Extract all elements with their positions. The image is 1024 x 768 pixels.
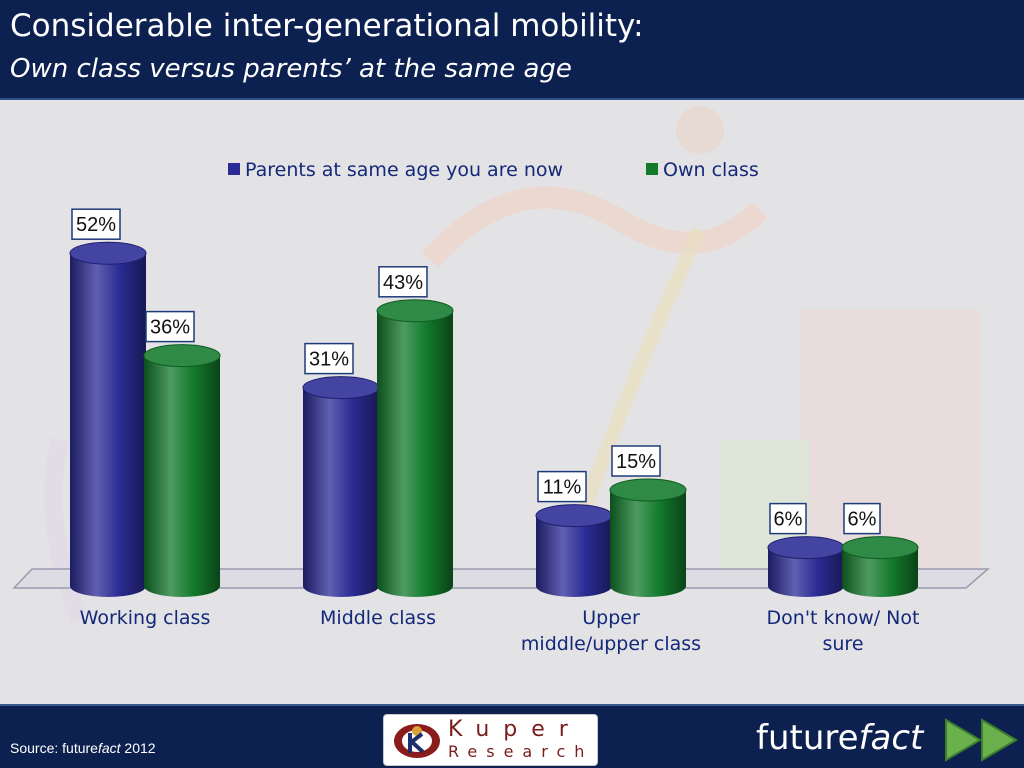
legend-item-1: Own class: [646, 159, 759, 181]
data-label: 15%: [611, 445, 661, 477]
bar-own-3: [841, 536, 919, 597]
data-label-text: 6%: [848, 509, 877, 531]
bar-top: [841, 536, 919, 560]
data-label-text: 15%: [616, 451, 656, 473]
bar-top: [69, 241, 147, 265]
kuper-word: Kuper: [448, 717, 582, 742]
data-label-text: 31%: [309, 349, 349, 371]
data-label-box: [843, 502, 881, 535]
data-label: 6%: [769, 502, 807, 535]
data-label-text: 43%: [383, 272, 423, 294]
bar-own-1: [376, 299, 454, 597]
data-label-text: 11%: [543, 477, 582, 499]
data-label-text: 36%: [150, 317, 190, 339]
bar-top: [609, 478, 687, 502]
bar-chart: Parents at same age you are now Own class…: [12, 106, 991, 655]
data-label-box: [537, 470, 587, 503]
bar-top: [535, 504, 613, 528]
title-bar: Considerable inter-generational mobility…: [0, 0, 1024, 100]
bar-top: [143, 344, 221, 368]
legend-swatch: [646, 163, 658, 175]
x-tick-label: Upper middle/upper class: [521, 607, 701, 655]
legend: Parents at same age you are now Own class: [228, 159, 759, 181]
play-arrow-icon: [945, 718, 1018, 762]
bar-top: [767, 536, 845, 560]
data-label-box: [304, 342, 354, 375]
bar-own-2: [609, 478, 687, 597]
x-tick-label: Don't know/ Not sure: [767, 607, 920, 655]
bars: [69, 241, 919, 597]
bar-body: [70, 253, 146, 597]
bar-body: [303, 387, 379, 597]
bar-own-0: [143, 344, 221, 597]
bar-body: [842, 547, 918, 597]
data-label: 31%: [304, 342, 354, 375]
x-axis: Working class Middle class Upper middle/upp…: [80, 607, 920, 655]
bar-parents-3: [767, 536, 845, 597]
data-label: 6%: [843, 502, 881, 535]
footer-bar: Source: futurefact 2012 Kuper Research f…: [0, 704, 1024, 768]
page-title: Considerable inter-generational mobility…: [10, 8, 644, 44]
futurefact-brand: futurefact: [756, 718, 923, 758]
x-tick-label: Working class: [80, 607, 211, 629]
bar-body: [536, 515, 612, 597]
legend-label: Parents at same age you are now: [245, 159, 563, 181]
bar-body: [144, 355, 220, 597]
bar-body: [768, 547, 844, 597]
brand-italic: fact: [858, 718, 924, 758]
data-label: 11%: [537, 470, 587, 503]
brand-plain: future: [756, 718, 859, 758]
data-label-box: [769, 502, 807, 535]
source-italic: fact: [97, 740, 121, 756]
x-tick-label: Middle class: [320, 607, 436, 629]
bar-parents-2: [535, 504, 613, 597]
data-label-box: [71, 208, 121, 240]
data-labels: 52% 36% 31% 43% 11% 15% 6% 6%: [71, 208, 881, 535]
legend-item-0: Parents at same age you are now: [228, 159, 563, 181]
chart-area: Parents at same age you are now Own class…: [0, 100, 1024, 704]
data-label-box: [611, 445, 661, 477]
source-year: 2012: [120, 740, 156, 756]
data-label-text: 52%: [76, 214, 116, 236]
data-label: 52%: [71, 208, 121, 240]
data-label: 43%: [378, 266, 428, 298]
page-subtitle: Own class versus parents’ at the same ag…: [10, 54, 572, 84]
bar-top: [302, 376, 380, 400]
data-label-box: [378, 266, 428, 298]
bar-parents-1: [302, 376, 380, 597]
data-label-text: 6%: [774, 509, 803, 531]
bar-parents-0: [69, 241, 147, 597]
source-note: Source: futurefact 2012: [10, 740, 156, 756]
data-label: 36%: [145, 310, 195, 343]
legend-label: Own class: [663, 159, 759, 181]
kuper-logo-icon: [394, 724, 440, 758]
kuper-research-logo: Kuper Research: [383, 714, 598, 766]
legend-swatch: [228, 163, 240, 175]
data-label-box: [145, 310, 195, 343]
kuper-subword: Research: [448, 742, 594, 761]
bar-body: [377, 310, 453, 597]
source-prefix: Source: future: [10, 740, 98, 756]
bar-top: [376, 299, 454, 323]
bar-body: [610, 490, 686, 597]
